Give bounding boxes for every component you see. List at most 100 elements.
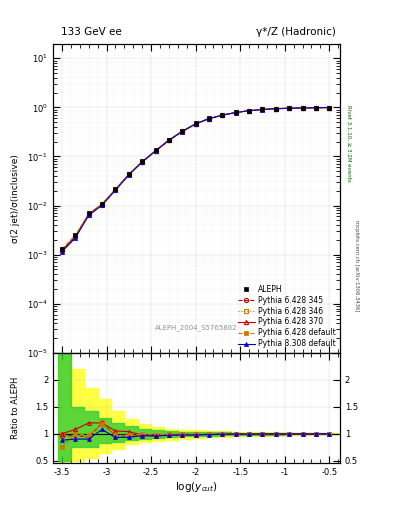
Pythia 6.428 default (167, 137, 171, 143)
ALEPH (233, 110, 238, 116)
Line: Pythia 8.308 default: Pythia 8.308 default (60, 105, 331, 254)
ALEPH (86, 210, 91, 216)
Pythia 6.428 346 (60, 247, 64, 253)
Pythia 6.428 default (100, 201, 105, 207)
Pythia 6.428 345 (140, 159, 145, 165)
Y-axis label: σ(2 jet)/σ(inclusive): σ(2 jet)/σ(inclusive) (11, 154, 20, 243)
Pythia 6.428 default (113, 186, 118, 193)
Pythia 6.428 345 (260, 106, 265, 113)
Pythia 6.428 346 (113, 186, 118, 193)
Line: ALEPH: ALEPH (59, 105, 332, 251)
Pythia 8.308 default (100, 202, 105, 208)
Pythia 6.428 346 (127, 171, 131, 177)
Pythia 6.428 345 (247, 108, 252, 114)
Text: γ*/Z (Hadronic): γ*/Z (Hadronic) (256, 27, 336, 37)
Pythia 6.428 346 (314, 104, 318, 111)
Text: 133 GeV ee: 133 GeV ee (61, 27, 122, 37)
Pythia 8.308 default (233, 110, 238, 116)
Pythia 6.428 default (220, 112, 225, 118)
Pythia 6.428 346 (100, 201, 105, 207)
ALEPH (287, 105, 292, 111)
Pythia 6.428 345 (86, 211, 91, 218)
Pythia 6.428 370 (73, 233, 78, 240)
ALEPH (180, 128, 185, 134)
ALEPH (327, 104, 332, 111)
ALEPH (127, 170, 131, 177)
Pythia 8.308 default (300, 105, 305, 111)
Pythia 6.428 370 (287, 105, 292, 111)
Pythia 6.428 370 (127, 172, 131, 178)
Pythia 6.428 346 (247, 108, 252, 114)
Pythia 6.428 default (127, 171, 131, 177)
Text: mcplots.cern.ch [arXiv:1306.3436]: mcplots.cern.ch [arXiv:1306.3436] (354, 221, 359, 312)
Line: Pythia 6.428 346: Pythia 6.428 346 (60, 105, 331, 252)
Pythia 6.428 370 (180, 128, 185, 134)
Pythia 6.428 default (260, 106, 265, 113)
Pythia 6.428 346 (300, 105, 305, 111)
Pythia 6.428 345 (274, 105, 278, 112)
Pythia 8.308 default (314, 104, 318, 111)
Pythia 6.428 370 (167, 137, 171, 143)
Pythia 8.308 default (60, 249, 64, 255)
Pythia 6.428 346 (274, 105, 278, 112)
Pythia 6.428 346 (207, 115, 211, 121)
Pythia 6.428 346 (180, 128, 185, 134)
Pythia 6.428 default (233, 110, 238, 116)
Pythia 8.308 default (220, 112, 225, 118)
Pythia 6.428 default (153, 147, 158, 154)
Pythia 6.428 346 (167, 137, 171, 143)
Pythia 8.308 default (127, 172, 131, 178)
Pythia 6.428 default (247, 108, 252, 114)
Pythia 6.428 346 (193, 121, 198, 127)
ALEPH (73, 232, 78, 238)
ALEPH (207, 115, 211, 121)
Pythia 6.428 370 (86, 211, 91, 217)
ALEPH (220, 112, 225, 118)
Pythia 8.308 default (207, 116, 211, 122)
ALEPH (140, 158, 145, 164)
Pythia 6.428 345 (300, 105, 305, 111)
ALEPH (274, 105, 278, 112)
Pythia 6.428 370 (314, 104, 318, 111)
Pythia 6.428 345 (220, 112, 225, 118)
Pythia 6.428 345 (314, 104, 318, 111)
Pythia 6.428 345 (127, 172, 131, 178)
Pythia 6.428 345 (287, 105, 292, 111)
Pythia 6.428 346 (86, 211, 91, 218)
Pythia 6.428 370 (60, 247, 64, 253)
Pythia 6.428 346 (73, 233, 78, 239)
Pythia 6.428 370 (220, 112, 225, 118)
Pythia 6.428 346 (233, 110, 238, 116)
Pythia 6.428 370 (247, 108, 252, 114)
Pythia 8.308 default (167, 137, 171, 143)
Pythia 6.428 370 (274, 105, 278, 112)
Pythia 6.428 345 (193, 121, 198, 127)
Pythia 8.308 default (153, 148, 158, 154)
Pythia 6.428 346 (260, 106, 265, 113)
Line: Pythia 6.428 370: Pythia 6.428 370 (60, 105, 331, 252)
ALEPH (100, 201, 105, 207)
ALEPH (167, 137, 171, 143)
Pythia 6.428 default (314, 104, 318, 111)
Pythia 6.428 default (327, 104, 332, 111)
Pythia 8.308 default (180, 129, 185, 135)
Pythia 8.308 default (260, 106, 265, 113)
Line: Pythia 6.428 default: Pythia 6.428 default (60, 105, 331, 251)
Pythia 8.308 default (287, 105, 292, 111)
Pythia 6.428 default (193, 121, 198, 127)
X-axis label: log($y_{cut}$): log($y_{cut}$) (175, 480, 218, 494)
Pythia 8.308 default (247, 108, 252, 114)
Pythia 6.428 346 (287, 105, 292, 111)
Pythia 6.428 default (60, 246, 64, 252)
Pythia 6.428 345 (73, 234, 78, 240)
Pythia 6.428 345 (113, 187, 118, 193)
ALEPH (113, 186, 118, 192)
Text: ALEPH_2004_S5765862: ALEPH_2004_S5765862 (155, 325, 238, 331)
Pythia 6.428 370 (233, 110, 238, 116)
ALEPH (153, 147, 158, 153)
Pythia 6.428 default (207, 115, 211, 121)
Pythia 6.428 370 (260, 106, 265, 113)
Pythia 6.428 370 (193, 121, 198, 127)
ALEPH (314, 104, 318, 111)
ALEPH (247, 108, 252, 114)
